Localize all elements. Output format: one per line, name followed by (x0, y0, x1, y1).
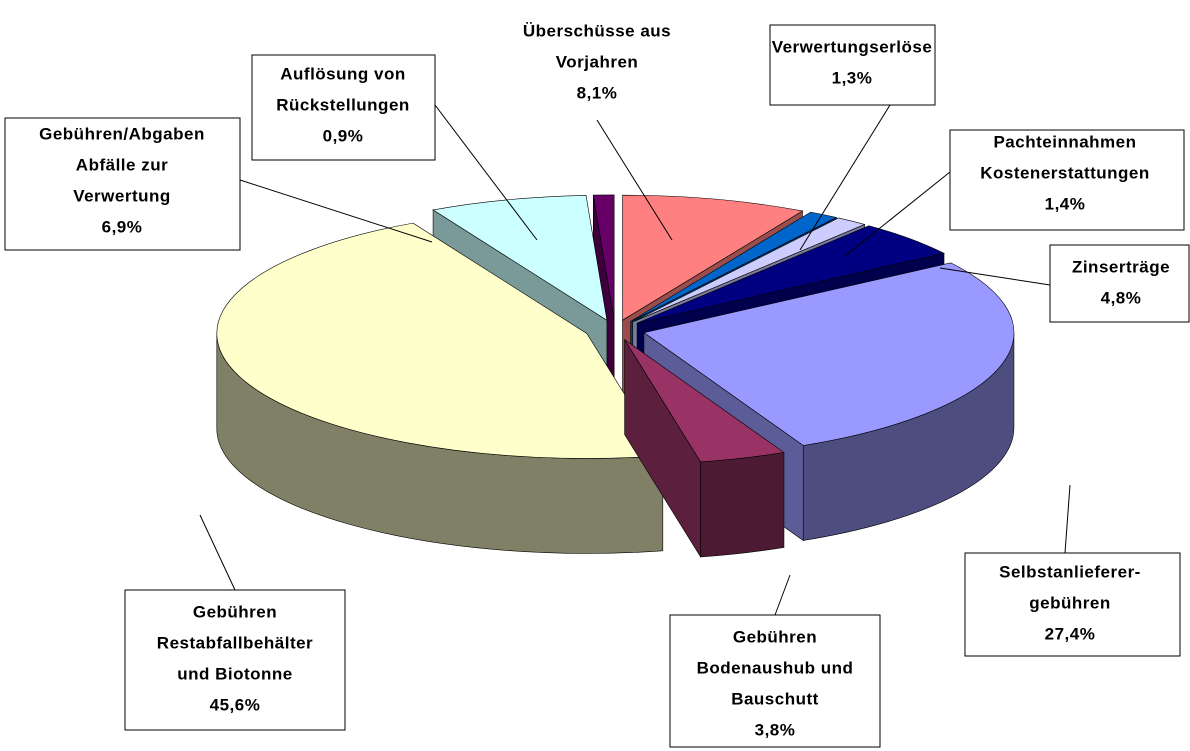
pie (216, 194, 1015, 558)
leader-line (1064, 484, 1071, 554)
slice-value-label: 3,8% (755, 720, 796, 739)
leader-line (799, 104, 891, 251)
slice (624, 339, 785, 463)
slice-value-label: 4,8% (1101, 288, 1142, 307)
label-box (4, 117, 241, 251)
slice-value-label: 45,6% (210, 695, 261, 714)
slice-label: Verwertung (73, 186, 171, 205)
leader-line (844, 171, 951, 257)
slice-label: Restabfallbehälter (157, 633, 313, 652)
slice (630, 211, 838, 322)
slice (216, 222, 664, 459)
slice-label: Kostenerstattungen (980, 163, 1150, 182)
slice (592, 194, 615, 320)
slice-label: Gebühren (193, 602, 277, 621)
slice-label: und Biotonne (177, 664, 293, 683)
leader-line (199, 514, 236, 591)
slice-value-label: 1,4% (1045, 194, 1086, 213)
slice-value-label: 27,4% (1045, 624, 1096, 643)
slice-value-label: 0,9% (323, 126, 364, 145)
leader-line (434, 104, 538, 241)
slice (632, 217, 866, 323)
slice-label: Bauschutt (731, 689, 819, 708)
slice-label: Selbstanlieferer- (999, 562, 1141, 581)
leader-line (939, 267, 1051, 286)
leader-line (239, 179, 433, 243)
slice-label: Verwertungserlöse (772, 37, 933, 56)
slice-label: Überschüsse aus (523, 21, 671, 40)
slice-label: Auflösung von (280, 64, 405, 83)
slice-value-label: 6,9% (102, 217, 143, 236)
slice-label: Abfälle zur (76, 155, 168, 174)
slice-label: Bodenaushub und (697, 658, 854, 677)
label-box (949, 129, 1185, 231)
label-box (1049, 244, 1190, 323)
slice-label: gebühren (1029, 593, 1110, 612)
slice-label: Gebühren (733, 627, 817, 646)
slice-label: Zinserträge (1072, 257, 1170, 276)
slice-side (700, 452, 785, 558)
slice-label: Vorjahren (556, 52, 639, 71)
label-box (964, 552, 1181, 657)
leader-line (774, 574, 791, 616)
labels: Überschüsse aus Vorjahren 8,1% Verwertungse… (4, 21, 1190, 748)
slice (622, 194, 804, 321)
slice-label: Rückstellungen (276, 95, 410, 114)
slice-label: Pachteinnahmen (993, 132, 1136, 151)
slice (636, 225, 945, 324)
leader-line (596, 119, 673, 241)
slice-value-label: 1,3% (832, 68, 873, 87)
slice-label: Gebühren/Abgaben (39, 124, 205, 143)
slice-value-label: 8,1% (577, 83, 618, 102)
label-box (769, 24, 936, 106)
slice (643, 262, 1015, 446)
label-box (124, 589, 346, 731)
label-box (669, 614, 881, 748)
label-box (251, 54, 436, 161)
